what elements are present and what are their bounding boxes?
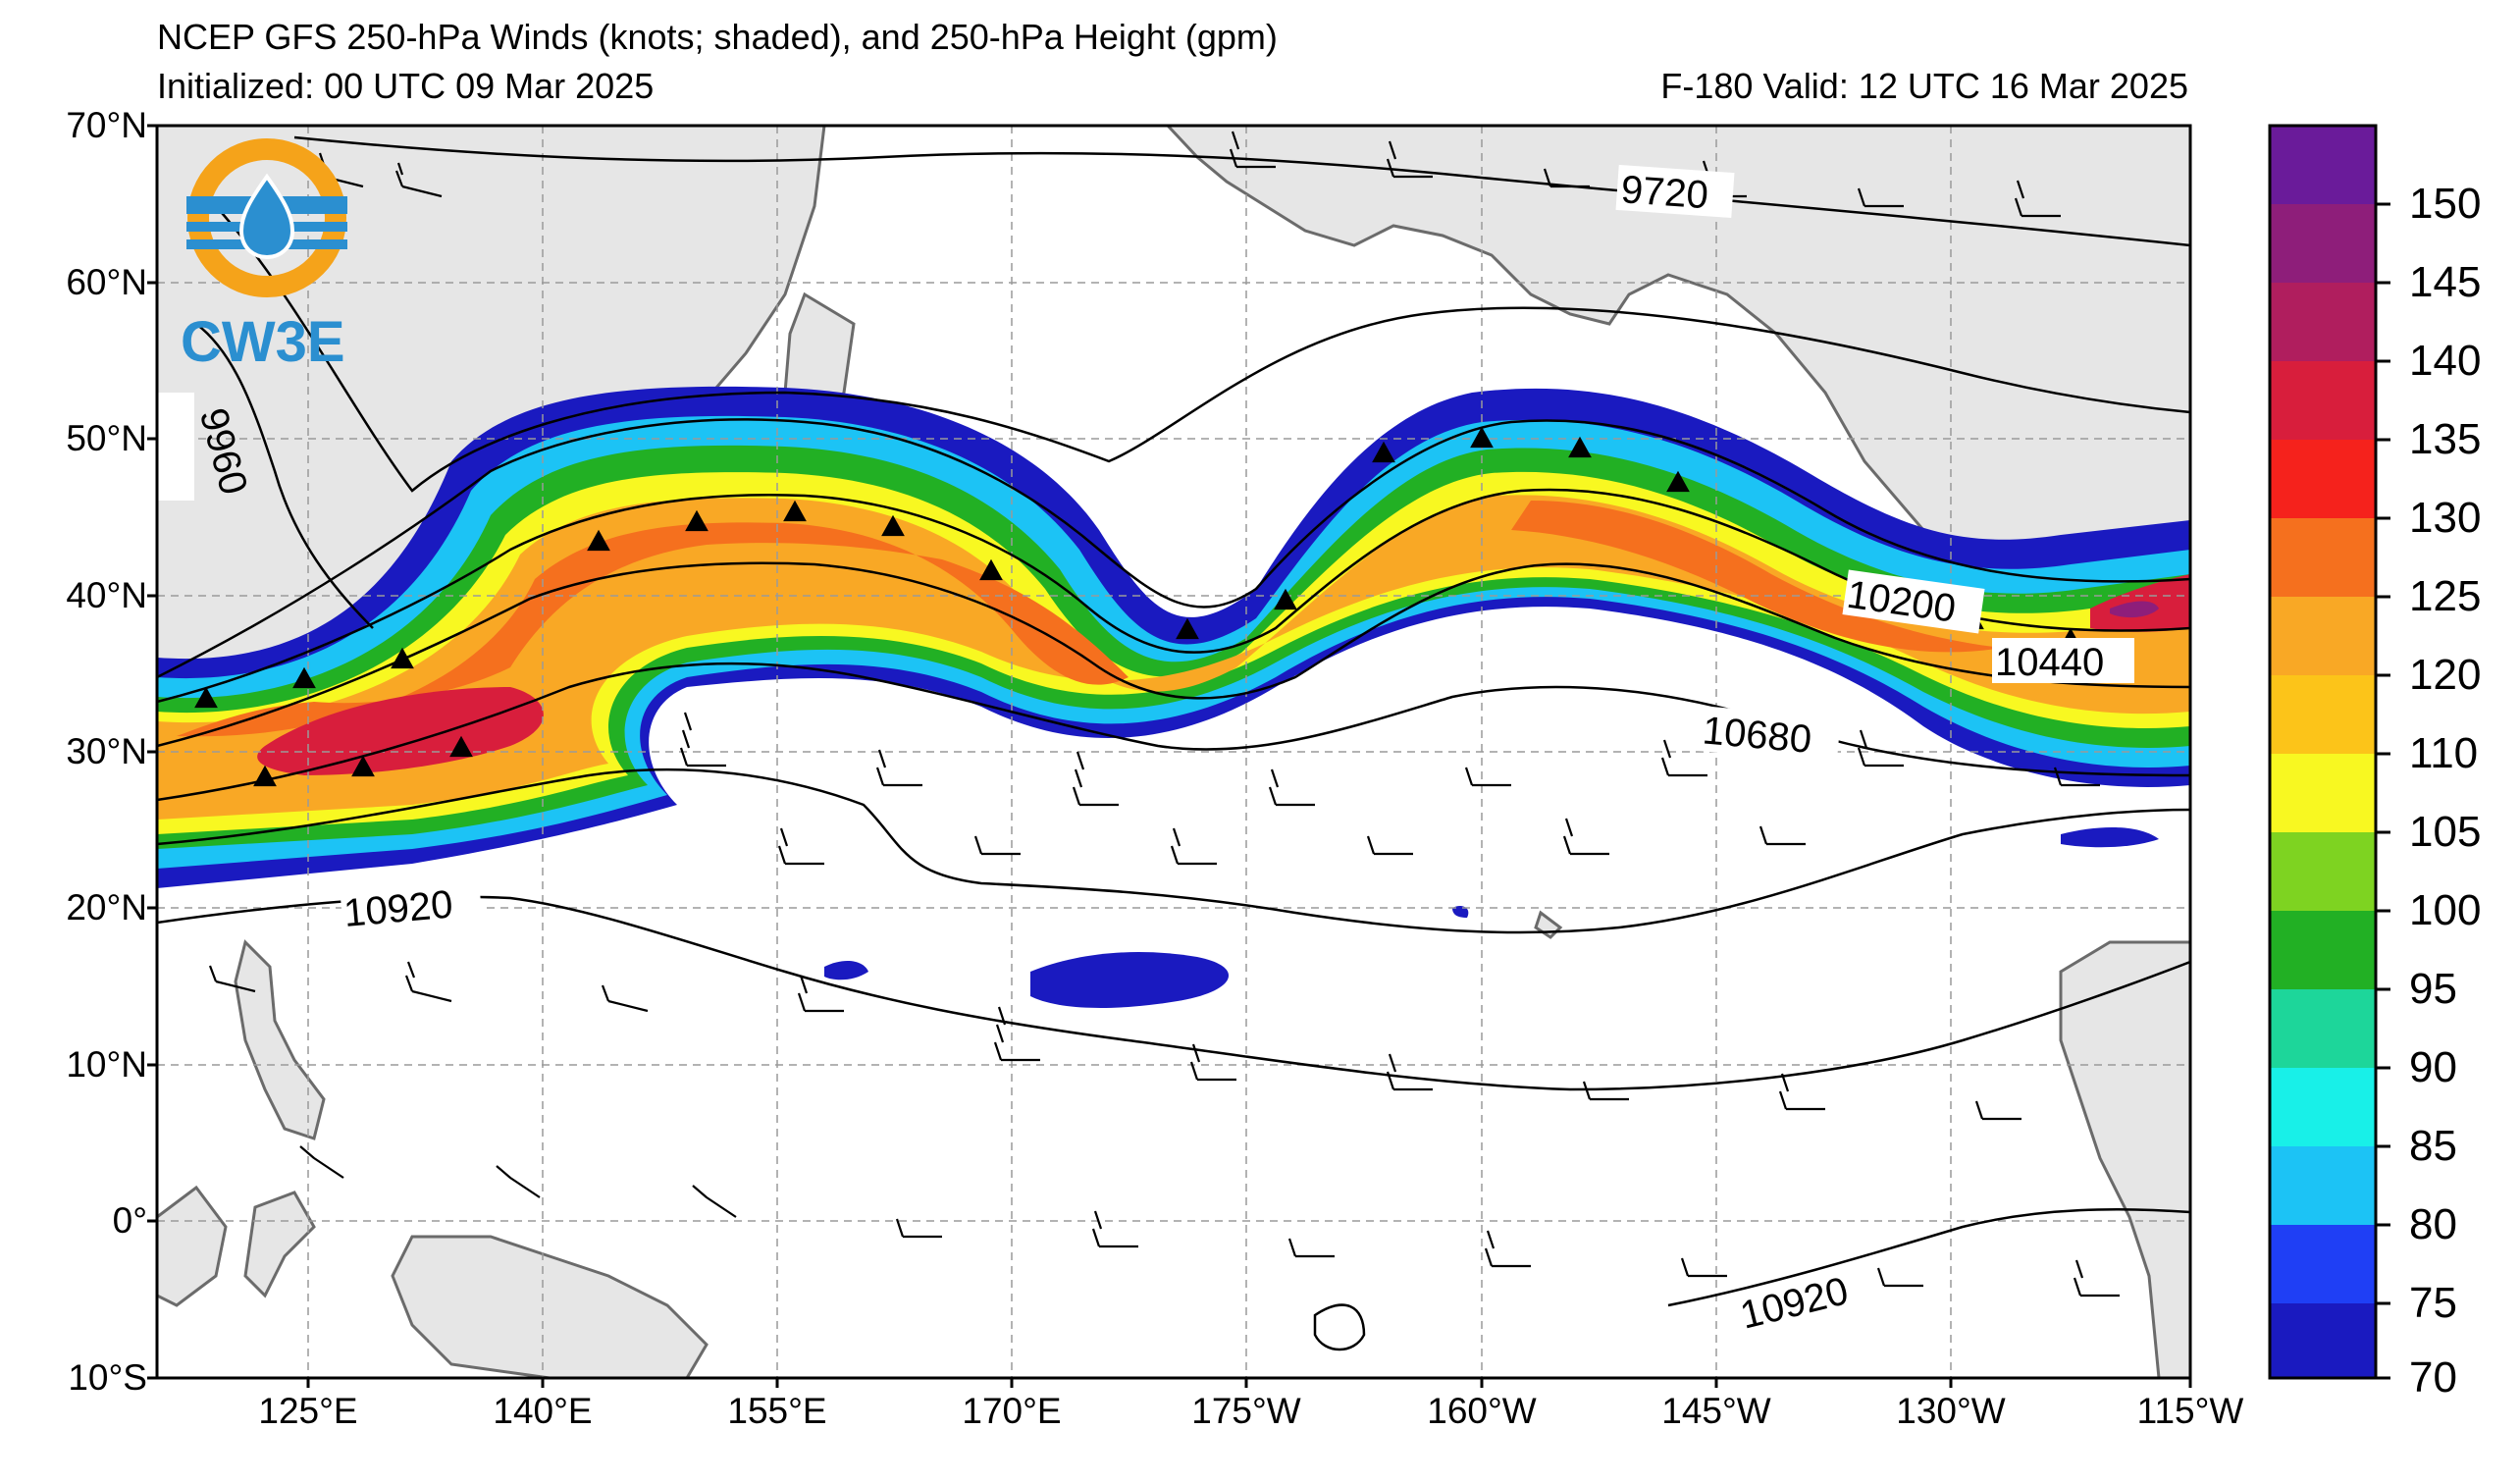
logo-text: CW3E xyxy=(181,310,345,374)
contour-7 xyxy=(157,768,2190,934)
colorbar-swatch-85 xyxy=(2270,1068,2376,1146)
patch-tropics-3 xyxy=(2061,827,2159,848)
patch-tropics-4 xyxy=(1452,906,1469,918)
barb-row-sub xyxy=(679,712,2100,866)
jet-band-130 xyxy=(177,522,1129,737)
colorbar-label-90: 90 xyxy=(2409,1043,2457,1091)
colorbar-swatch-80 xyxy=(2270,1146,2376,1225)
land-sulawesi xyxy=(243,1191,316,1298)
height-contours xyxy=(157,135,2190,1351)
lon-label-130w: 130°W xyxy=(1896,1391,2006,1431)
contour-10 xyxy=(1313,1303,1366,1351)
land-mexico xyxy=(2059,940,2190,1378)
colorbar-label-130: 130 xyxy=(2409,494,2482,542)
patch-tropics-2 xyxy=(824,960,868,980)
lat-label-20n: 20°N xyxy=(66,887,147,927)
water-drop-icon xyxy=(238,173,295,260)
lat-label-60n: 60°N xyxy=(66,262,147,302)
colorbar-label-85: 85 xyxy=(2409,1122,2457,1170)
lon-label-160w: 160°W xyxy=(1427,1391,1537,1431)
lon-label-140e: 140°E xyxy=(493,1391,593,1431)
lat-label-50n: 50°N xyxy=(66,418,147,458)
colorbar-swatch-90 xyxy=(2270,989,2376,1068)
barb-row-tropics xyxy=(208,961,2120,1298)
contour-5 xyxy=(157,561,2190,748)
contour-3 xyxy=(157,418,2190,679)
colorbar-label-100: 100 xyxy=(2409,886,2482,934)
colorbar-swatch-110 xyxy=(2270,675,2376,754)
colorbar-swatch-125 xyxy=(2270,518,2376,597)
lon-label-155e: 155°E xyxy=(727,1391,827,1431)
contour-1 xyxy=(293,135,2190,247)
colorbar-swatch-140 xyxy=(2270,283,2376,361)
contour-9 xyxy=(1667,1207,2190,1307)
jet-core-east-purple xyxy=(2110,601,2159,618)
lon-label-115w: 115°W xyxy=(2136,1391,2244,1431)
patch-tropics-1 xyxy=(1030,952,1230,1008)
colorbar-swatch-150 xyxy=(2270,126,2376,204)
colorbar-label-125: 125 xyxy=(2409,572,2482,620)
contour-2 xyxy=(215,205,2190,493)
land-borneo xyxy=(157,1185,228,1307)
land-new-guinea xyxy=(391,1235,709,1378)
map-title: NCEP GFS 250-hPa Winds (knots; shaded), … xyxy=(157,17,1278,57)
lon-label-170e: 170°E xyxy=(962,1391,1062,1431)
colorbar-label-75: 75 xyxy=(2409,1279,2457,1327)
colorbar-swatch-75 xyxy=(2270,1225,2376,1303)
initialized-time: Initialized: 00 UTC 09 Mar 2025 xyxy=(157,66,655,106)
lat-label-10n: 10°N xyxy=(66,1044,147,1085)
lon-label-145w: 145°W xyxy=(1661,1391,1771,1431)
contour-label-10680: 10680 xyxy=(1701,709,1813,762)
lat-label-0: 0° xyxy=(112,1200,147,1241)
colorbar-swatch-95 xyxy=(2270,911,2376,989)
lat-label-40n: 40°N xyxy=(66,575,147,615)
contour-label-group: 9720 9960 10200 10440 10680 10920 10920 xyxy=(157,164,2134,1338)
colorbar-swatch-100 xyxy=(2270,832,2376,911)
colorbar-label-80: 80 xyxy=(2409,1200,2457,1248)
valid-time: F-180 Valid: 12 UTC 16 Mar 2025 xyxy=(1660,66,2188,106)
colorbar-label-145: 145 xyxy=(2409,258,2482,306)
cw3e-logo: CW3E xyxy=(181,138,347,374)
axis-ticks xyxy=(147,124,2192,1388)
colorbar-swatch-120 xyxy=(2270,597,2376,675)
colorbar-swatch-70 xyxy=(2270,1303,2376,1378)
contour-label-10440: 10440 xyxy=(1995,641,2104,684)
colorbar-swatch-105 xyxy=(2270,754,2376,832)
colorbar-label-110: 110 xyxy=(2409,729,2479,777)
land-philippines xyxy=(234,939,326,1140)
colorbar-label-140: 140 xyxy=(2409,337,2482,385)
colorbar-label-105: 105 xyxy=(2409,808,2482,856)
wind-speed-shading xyxy=(157,386,2190,1008)
contour-4 xyxy=(157,488,2190,704)
contour-label-10920-west: 10920 xyxy=(342,882,455,935)
lon-label-125e: 125°E xyxy=(258,1391,358,1431)
contour-8 xyxy=(157,895,2190,1091)
contour-label-9720: 9720 xyxy=(1619,168,1709,217)
colorbar-swatch-145 xyxy=(2270,204,2376,283)
colorbar-label-120: 120 xyxy=(2409,651,2482,699)
colorbar-label-95: 95 xyxy=(2409,965,2457,1013)
lat-label-70n: 70°N xyxy=(66,105,147,145)
colorbar xyxy=(2268,124,2390,1380)
colorbar-label-135: 135 xyxy=(2409,415,2482,463)
jet-band-130b xyxy=(1511,501,2002,653)
colorbar-swatch-130 xyxy=(2270,440,2376,518)
colorbar-label-70: 70 xyxy=(2409,1353,2457,1402)
lon-label-175w: 175°W xyxy=(1191,1391,1301,1431)
lat-label-30n: 30°N xyxy=(66,731,147,771)
colorbar-label-150: 150 xyxy=(2409,180,2482,228)
lat-label-10s: 10°S xyxy=(68,1357,147,1398)
contour-11 xyxy=(195,323,374,629)
colorbar-swatch-135 xyxy=(2270,361,2376,440)
jet-band-120 xyxy=(157,495,2190,820)
jet-core-west xyxy=(257,687,544,775)
